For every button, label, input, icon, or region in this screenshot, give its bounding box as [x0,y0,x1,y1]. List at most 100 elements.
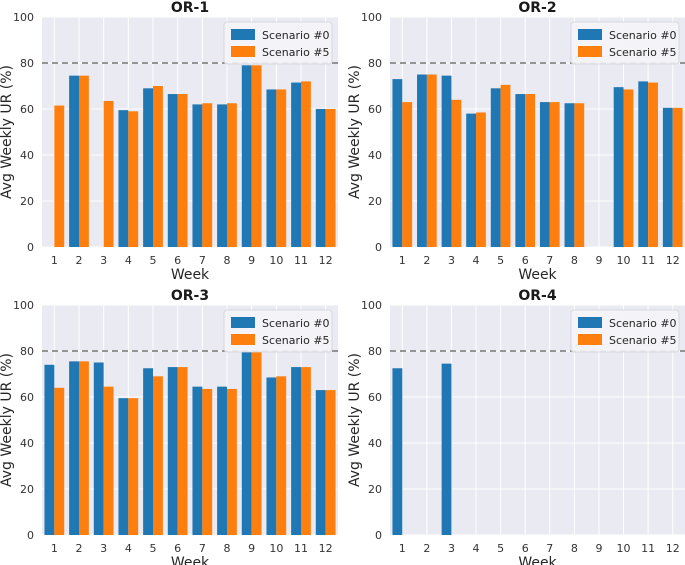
x-tick-label: 10 [269,542,283,555]
y-tick-label: 0 [375,241,382,254]
panel-title: OR-1 [171,0,209,16]
x-axis-label: Week [171,267,210,283]
bar-scenario-5-week-11 [648,82,658,247]
x-tick-label: 1 [399,542,406,555]
x-tick-label: 2 [423,254,430,267]
legend: Scenario #0 Scenario #5 [570,21,680,65]
y-tick-label: 60 [20,391,34,404]
x-tick-label: 4 [473,542,480,555]
bar-scenario-0-week-10 [266,89,277,247]
bar-scenario-5-week-10 [623,89,634,247]
bar-scenario-5-week-11 [301,367,311,535]
bar-scenario-5-week-9 [251,65,262,247]
bar-scenario-5-week-5 [153,86,163,247]
bar-scenario-5-week-4 [128,398,139,535]
bar-scenario-5-week-12 [325,390,336,535]
x-tick-label: 3 [100,542,107,555]
y-tick-label: 20 [20,483,34,496]
panel-title: OR-3 [171,288,209,304]
y-tick-label: 100 [13,11,34,24]
bar-scenario-5-week-10 [276,376,287,535]
x-tick-label: 6 [174,254,181,267]
x-axis-label: Week [518,267,557,283]
y-tick-label: 0 [375,529,382,542]
x-tick-label: 9 [595,542,602,555]
bar-scenario-0-week-5 [490,88,501,247]
bar-scenario-0-week-5 [143,88,153,247]
bar-scenario-5-week-2 [79,75,89,248]
bar-scenario-5-week-3 [103,100,114,247]
bar-scenario-5-week-5 [153,376,163,535]
x-axis-label: Week [171,555,210,565]
bar-scenario-5-week-6 [177,367,188,535]
y-tick-label: 40 [20,437,34,450]
bar-scenario-0-week-2 [69,361,79,535]
legend-swatch-scenario-5 [231,334,255,345]
bar-scenario-0-week-8 [564,103,575,247]
x-tick-label: 4 [125,542,132,555]
x-tick-label: 1 [51,254,58,267]
x-tick-label: 7 [546,542,553,555]
bar-scenario-0-week-11 [291,82,301,247]
x-tick-label: 11 [294,542,308,555]
x-tick-label: 7 [546,254,553,267]
legend-label: Scenario #5 [609,46,677,59]
x-tick-label: 12 [666,254,680,267]
x-tick-label: 6 [522,254,529,267]
y-tick-label: 20 [20,195,34,208]
x-tick-label: 11 [641,542,655,555]
x-tick-label: 4 [125,254,132,267]
bar-scenario-0-week-10 [266,377,277,535]
bar-scenario-0-week-1 [392,79,403,247]
y-tick-label: 60 [368,103,382,116]
x-axis-label: Week [518,555,557,565]
x-tick-label: 8 [224,542,231,555]
bar-scenario-0-week-7 [192,104,203,248]
x-tick-label: 10 [617,254,631,267]
legend-swatch-scenario-5 [578,46,602,57]
bar-scenario-0-week-3 [441,363,452,535]
x-tick-label: 7 [199,254,206,267]
bar-scenario-0-week-1 [44,364,55,535]
legend-label: Scenario #0 [262,29,330,42]
x-tick-label: 7 [199,542,206,555]
y-tick-label: 100 [361,299,382,312]
bar-scenario-5-week-5 [500,84,511,247]
x-tick-label: 3 [448,542,455,555]
bar-scenario-5-week-3 [451,99,462,247]
y-tick-label: 40 [20,149,34,162]
bar-scenario-0-week-8 [217,386,227,535]
bar-scenario-5-week-12 [325,109,336,247]
bar-scenario-0-week-11 [291,367,301,535]
bar-scenario-0-week-10 [613,87,624,248]
bar-scenario-0-week-6 [515,94,526,247]
bar-scenario-5-week-3 [103,386,114,535]
bar-scenario-0-week-4 [118,110,129,248]
y-tick-label: 40 [368,149,382,162]
bar-scenario-0-week-7 [539,102,550,247]
legend-label: Scenario #0 [609,317,677,330]
legend-label: Scenario #0 [609,29,677,42]
x-tick-label: 8 [571,542,578,555]
y-tick-label: 0 [27,529,34,542]
x-tick-label: 6 [174,542,181,555]
bar-scenario-5-week-1 [54,105,65,247]
y-tick-label: 20 [368,483,382,496]
x-tick-label: 4 [473,254,480,267]
bar-scenario-0-week-6 [167,94,178,247]
bar-scenario-0-week-12 [662,107,673,247]
legend: Scenario #0 Scenario #5 [223,309,333,353]
bar-scenario-0-week-6 [167,367,178,535]
bar-scenario-5-week-7 [202,103,213,247]
y-tick-label: 60 [368,391,382,404]
y-tick-label: 60 [20,103,34,116]
legend-label: Scenario #5 [262,334,330,347]
bar-scenario-5-week-8 [227,388,237,535]
x-tick-label: 8 [571,254,578,267]
panel-title: OR-4 [518,288,556,304]
x-tick-label: 8 [224,254,231,267]
bar-scenario-5-week-7 [549,102,560,247]
